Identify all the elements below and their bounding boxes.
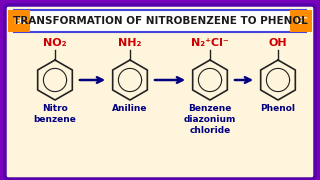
Text: NO₂: NO₂ <box>43 38 67 48</box>
Text: Benzene
diazonium
chloride: Benzene diazonium chloride <box>184 104 236 135</box>
Text: OH: OH <box>269 38 287 48</box>
FancyBboxPatch shape <box>5 5 315 179</box>
Text: NH₂: NH₂ <box>118 38 142 48</box>
FancyBboxPatch shape <box>8 10 30 32</box>
Text: TRANSFORMATION OF NITROBENZENE TO PHENOL: TRANSFORMATION OF NITROBENZENE TO PHENOL <box>12 16 308 26</box>
Text: N₂⁺Cl⁻: N₂⁺Cl⁻ <box>191 38 229 48</box>
Text: EC: EC <box>12 17 25 26</box>
Text: Phenol: Phenol <box>260 104 295 113</box>
Text: Nitro
benzene: Nitro benzene <box>34 104 76 124</box>
Text: Aniline: Aniline <box>112 104 148 113</box>
Text: EC: EC <box>295 17 308 26</box>
FancyBboxPatch shape <box>14 10 306 32</box>
FancyBboxPatch shape <box>290 10 312 32</box>
